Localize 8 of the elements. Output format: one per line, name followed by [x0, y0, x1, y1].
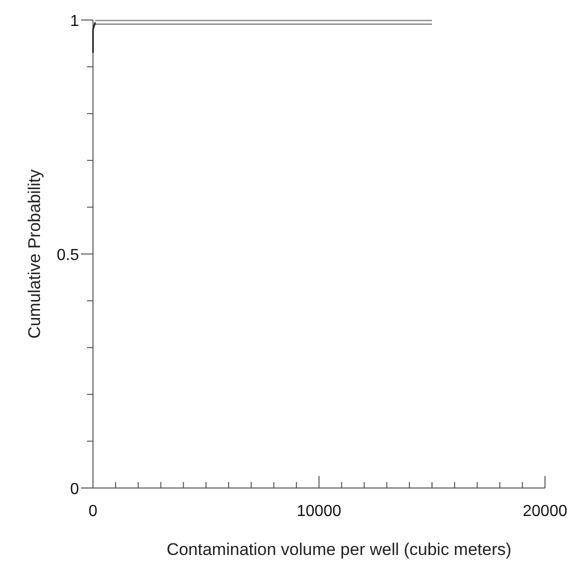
- x-tick-label: 0: [88, 503, 98, 520]
- y-tick-label: 0: [70, 481, 80, 498]
- y-tick-label: 1: [70, 13, 80, 30]
- x-axis-title: Contamination volume per well (cubic meters): [166, 540, 512, 559]
- x-tick-label: 10000: [296, 503, 342, 520]
- y-axis-title: Cumulative Probability: [25, 168, 44, 339]
- y-tick-label: 0.5: [56, 247, 80, 264]
- x-tick-label: 20000: [522, 503, 568, 520]
